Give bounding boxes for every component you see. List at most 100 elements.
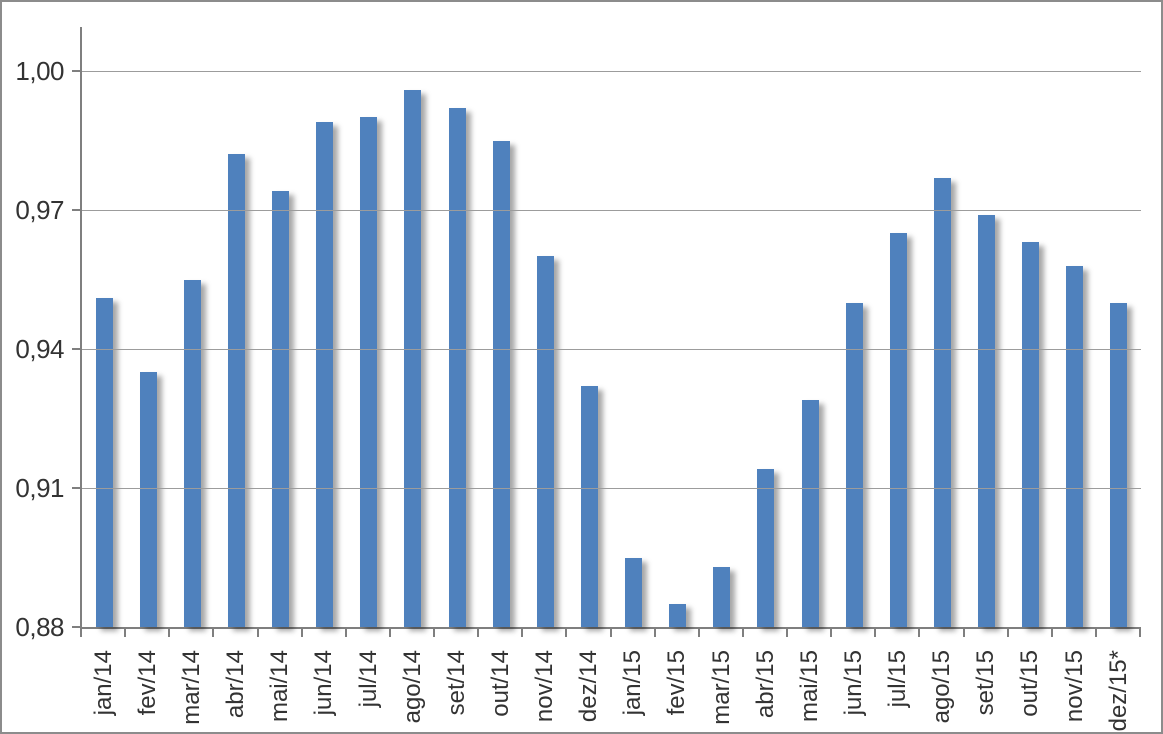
x-axis-label: mar/15 [707, 650, 735, 725]
x-label-cell: jul/15 [876, 650, 920, 732]
x-axis-tick [786, 629, 788, 637]
bar-mar/15 [713, 566, 731, 627]
y-axis-label: 0,91 [15, 473, 64, 503]
bar-fev/14 [139, 372, 157, 627]
x-label-cell: dez/15* [1097, 650, 1141, 732]
x-axis-label: mai/14 [266, 650, 294, 723]
x-axis-tick [168, 629, 171, 637]
x-axis-tick [124, 629, 127, 637]
x-label-cell: out/15 [1009, 650, 1053, 732]
x-axis-tick [1050, 629, 1053, 637]
bar-abr/14 [227, 154, 245, 627]
x-label-cell: mai/15 [788, 650, 832, 732]
x-axis-tick [830, 629, 833, 637]
bar-slot [788, 27, 832, 627]
x-label-cell: mar/14 [170, 650, 214, 732]
bar-jul/14 [360, 117, 378, 627]
x-axis-label: ago/14 [398, 650, 426, 724]
bar-slot [391, 27, 435, 627]
x-axis-tick [1139, 629, 1141, 637]
bar-slot [1009, 27, 1053, 627]
bar-slot [259, 27, 303, 627]
x-axis-label: abr/15 [751, 650, 779, 719]
y-axis-label: 0,97 [15, 195, 64, 225]
x-axis-label: ago/15 [928, 650, 956, 724]
bar-out/15 [1022, 242, 1040, 627]
bar-slot [170, 27, 214, 627]
y-axis-tick [72, 487, 80, 489]
bar-jan/14 [95, 298, 113, 627]
y-axis-label: 0,94 [15, 334, 64, 364]
bar-slot [832, 27, 876, 627]
bar-mai/14 [272, 191, 290, 627]
bar-nov/15 [1066, 265, 1084, 627]
y-axis-label: 0,88 [15, 612, 64, 642]
bar-ago/14 [404, 89, 422, 627]
x-axis-label: dez/15* [1104, 650, 1132, 732]
y-axis-tick [72, 348, 80, 350]
x-label-cell: out/14 [479, 650, 523, 732]
x-label-cell: fev/15 [656, 650, 700, 732]
x-axis-label: nov/14 [531, 650, 559, 723]
x-axis-label: dez/14 [575, 650, 603, 723]
x-label-cell: ago/14 [391, 650, 435, 732]
x-label-cell: abr/15 [744, 650, 788, 732]
x-axis-tick [918, 629, 921, 637]
x-label-cell: abr/14 [214, 650, 258, 732]
y-axis-tick [72, 209, 80, 211]
bar-mai/15 [801, 399, 819, 627]
x-axis-label: jan/15 [619, 650, 647, 716]
x-axis-label: jul/14 [354, 650, 382, 708]
x-axis-labels: jan/14 fev/14 mar/14 abr/14 mai/14 jun/14 jul/… [82, 650, 1141, 732]
x-axis-tick [344, 629, 347, 637]
y-gridline [82, 210, 1141, 211]
x-axis-tick [1094, 629, 1097, 637]
x-axis-tick [300, 629, 303, 637]
x-label-cell: jul/14 [347, 650, 391, 732]
bar-dez/15* [1110, 302, 1128, 627]
bar-slot [214, 27, 258, 627]
x-label-cell: jan/14 [82, 650, 126, 732]
bar-slot [479, 27, 523, 627]
x-axis-tick [565, 629, 568, 637]
bar-slot [347, 27, 391, 627]
bar-slot [700, 27, 744, 627]
x-axis-tick [256, 629, 259, 637]
x-axis-tick [962, 629, 965, 637]
plot-area [80, 27, 1141, 629]
x-axis-label: fev/15 [663, 650, 691, 716]
x-label-cell: nov/14 [523, 650, 567, 732]
bar-out/14 [492, 140, 510, 627]
x-axis-tick [212, 629, 215, 637]
x-axis-label: jun/15 [839, 650, 867, 716]
bar-dez/14 [580, 386, 598, 627]
bar-jan/15 [625, 557, 643, 627]
x-axis-tick [388, 629, 391, 637]
bar-slot [612, 27, 656, 627]
x-label-cell: fev/14 [126, 650, 170, 732]
bar-set/15 [978, 214, 996, 627]
x-axis-tick [741, 629, 744, 637]
x-label-cell: set/14 [435, 650, 479, 732]
x-axis-label: jan/14 [89, 650, 117, 716]
bar-ago/15 [933, 177, 951, 627]
x-axis-tick [433, 629, 435, 637]
x-axis-tick [697, 629, 700, 637]
bar-set/14 [448, 108, 466, 627]
x-axis-tick [521, 629, 524, 637]
bar-slot [876, 27, 920, 627]
x-label-cell: dez/14 [567, 650, 611, 732]
x-label-cell: ago/15 [920, 650, 964, 732]
bar-slot [303, 27, 347, 627]
y-gridline [82, 71, 1141, 72]
bar-slot [656, 27, 700, 627]
bar-slot [435, 27, 479, 627]
x-axis-label: abr/14 [222, 650, 250, 719]
bar-mar/14 [183, 279, 201, 627]
y-axis-tick [72, 70, 80, 72]
x-axis-tick [477, 629, 480, 637]
bar-fev/15 [669, 603, 687, 627]
x-axis-tick [80, 629, 82, 637]
bar-jun/14 [316, 121, 334, 627]
bar-jul/15 [889, 233, 907, 627]
